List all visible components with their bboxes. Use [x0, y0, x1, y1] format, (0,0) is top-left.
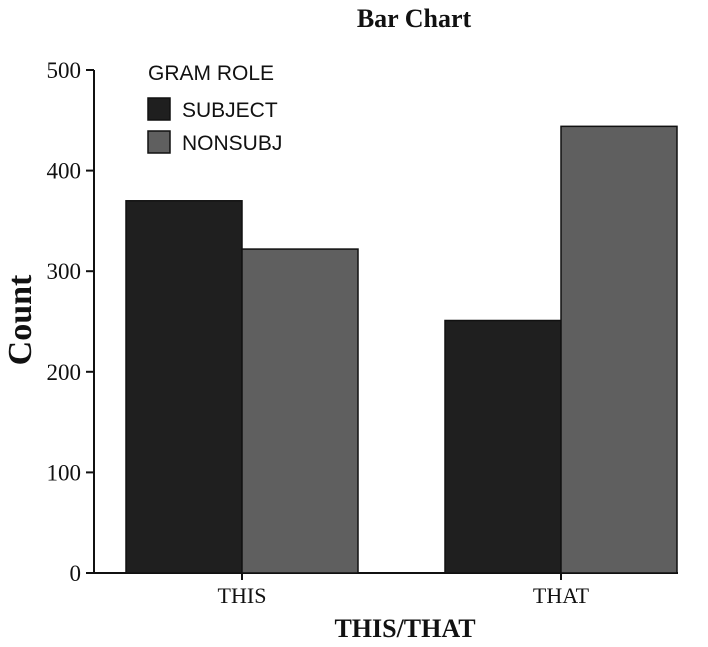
bar-this-nonsubj — [241, 248, 359, 574]
y-tick-label: 100 — [47, 460, 82, 485]
legend: GRAM ROLE SUBJECT NONSUBJ — [147, 62, 282, 155]
legend-label-nonsubj: NONSUBJ — [182, 132, 282, 155]
legend-swatch-nonsubj — [147, 130, 171, 154]
x-categories: THIS THAT — [218, 573, 590, 608]
legend-label-subject: SUBJECT — [182, 99, 278, 122]
bars — [125, 125, 678, 574]
chart-title: Bar Chart — [357, 4, 472, 33]
y-tick-label: 200 — [47, 360, 82, 385]
y-ticks: 0 100 200 300 400 500 — [47, 58, 94, 586]
x-category-label: THAT — [533, 583, 590, 608]
y-tick-label: 0 — [70, 561, 82, 586]
x-axis-title: THIS/THAT — [334, 614, 475, 642]
legend-title: GRAM ROLE — [148, 62, 274, 85]
bar-that-subject — [444, 319, 562, 574]
y-tick-label: 500 — [47, 58, 82, 83]
x-category-label: THIS — [218, 583, 267, 608]
y-axis-title: Count — [2, 274, 39, 365]
legend-swatch-subject — [147, 97, 171, 121]
bar-this-subject — [125, 200, 243, 574]
y-tick-label: 300 — [47, 259, 82, 284]
y-tick-label: 400 — [47, 159, 82, 184]
bar-that-nonsubj — [560, 125, 678, 574]
